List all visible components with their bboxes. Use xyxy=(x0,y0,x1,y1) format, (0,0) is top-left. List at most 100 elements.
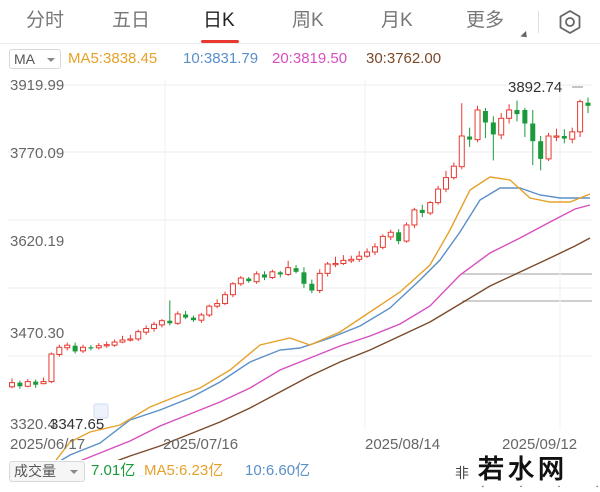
candle xyxy=(506,104,513,124)
moving-average-lines xyxy=(55,176,591,460)
candle-body xyxy=(387,231,394,238)
candle xyxy=(403,222,410,243)
candle-body xyxy=(309,283,315,291)
candle xyxy=(396,229,402,245)
ma-selector[interactable]: MA xyxy=(9,49,61,69)
tab-daily-k[interactable]: 日K xyxy=(203,10,235,31)
candle xyxy=(348,255,355,263)
candle-body xyxy=(88,347,94,349)
candle xyxy=(522,107,528,138)
candle xyxy=(119,335,126,344)
candle-body xyxy=(569,131,576,140)
tab-weekly-k[interactable]: 周K xyxy=(292,10,324,31)
candle-body xyxy=(261,274,267,278)
candle-body xyxy=(56,346,63,356)
candle-body xyxy=(198,314,205,321)
chart-grid xyxy=(8,80,592,430)
candle-body xyxy=(24,381,31,387)
candle-body xyxy=(577,101,584,133)
candle xyxy=(442,170,449,193)
candle xyxy=(127,334,134,342)
period-tab-bar: 分时 五日 日K 周K 月K 更多 xyxy=(0,0,600,44)
max-price-marker: 3892.74 xyxy=(508,79,562,96)
candle-body xyxy=(111,341,118,346)
candle-body xyxy=(253,273,260,283)
site-watermark: 若水网 ▪ ▪ ▪ ▪ xyxy=(478,455,598,492)
candle xyxy=(103,341,110,348)
volume-selector-label: 成交量 xyxy=(14,463,56,479)
volume-total: 7.01亿 xyxy=(91,462,136,479)
ma20-value: 20:3819.50 xyxy=(272,50,348,67)
candle xyxy=(72,342,78,354)
ma30-value: 30:3762.00 xyxy=(366,50,442,67)
candle xyxy=(427,201,434,216)
watermark-flag-icon: 非 xyxy=(455,465,469,481)
candle xyxy=(198,312,205,323)
candle xyxy=(111,339,118,347)
y-axis-label: 3919.99 xyxy=(10,77,64,94)
candle-body xyxy=(348,258,355,262)
tab-monthly-k[interactable]: 月K xyxy=(381,10,413,31)
candle xyxy=(301,267,307,288)
active-tab-underline xyxy=(201,40,239,43)
x-axis-label: 2025/09/12 xyxy=(502,436,577,453)
candle-body xyxy=(17,382,23,387)
candle-body xyxy=(467,136,473,140)
candle xyxy=(316,269,323,294)
candle xyxy=(309,279,315,294)
candle xyxy=(158,319,165,328)
candle-body xyxy=(435,188,442,204)
y-axis-label: 3770.09 xyxy=(10,145,64,162)
candle-body xyxy=(364,251,371,257)
candle-body xyxy=(301,272,307,284)
candle xyxy=(474,105,481,143)
min-price-marker: 3347.65 xyxy=(50,416,104,433)
candle-body xyxy=(119,339,126,343)
candle xyxy=(24,378,31,388)
candle-body xyxy=(482,111,488,123)
y-axis-label: 3620.19 xyxy=(10,233,64,250)
candle xyxy=(553,128,560,142)
candle-body xyxy=(340,259,347,264)
watermark-title: 若水网 xyxy=(478,455,569,485)
candle xyxy=(371,243,378,256)
candle-body xyxy=(506,109,513,119)
candle xyxy=(324,261,331,277)
tab-five-day[interactable]: 五日 xyxy=(112,10,151,31)
candle xyxy=(379,234,386,250)
candle-body xyxy=(490,122,496,135)
candle-body xyxy=(427,202,434,214)
candle-body xyxy=(9,382,15,388)
candle xyxy=(577,99,584,138)
candle xyxy=(458,103,465,170)
candles xyxy=(9,97,591,389)
candle-body xyxy=(190,317,196,321)
candle xyxy=(190,315,196,322)
tab-intraday[interactable]: 分时 xyxy=(26,10,65,31)
gear-icon[interactable] xyxy=(556,8,584,36)
tab-divider xyxy=(538,11,539,33)
candle xyxy=(237,275,244,286)
ma-indicator-row: MA MA5:3838.45 10:3831.79 20:3819.50 30:… xyxy=(0,48,600,70)
tab-more[interactable]: 更多 xyxy=(466,10,505,31)
ma10-line xyxy=(60,187,590,460)
candle-body xyxy=(183,314,189,318)
min-price-pointer-icon xyxy=(93,403,109,419)
candlestick-chart[interactable]: 3919.99 3770.09 3620.19 3470.30 3320.4 2025/0… xyxy=(0,70,600,460)
candle-body xyxy=(545,135,552,160)
volume-indicator-row: 成交量 7.01亿 MA5:6.23亿 10:6.60亿 xyxy=(0,458,600,484)
candle-body xyxy=(72,345,78,352)
candle xyxy=(490,116,496,161)
candle xyxy=(293,265,299,274)
candle-body xyxy=(277,272,283,275)
candle xyxy=(561,129,567,144)
candle-body xyxy=(332,262,339,266)
candle-body xyxy=(167,320,173,324)
candle-body xyxy=(561,135,567,139)
volume-ma5: MA5:6.23亿 xyxy=(144,462,224,479)
candle xyxy=(174,311,181,325)
candle xyxy=(48,352,55,384)
volume-selector[interactable]: 成交量 xyxy=(9,461,85,482)
y-axis-label: 3320.4 xyxy=(10,416,56,433)
x-axis-label: 2025/06/17 xyxy=(10,436,85,453)
